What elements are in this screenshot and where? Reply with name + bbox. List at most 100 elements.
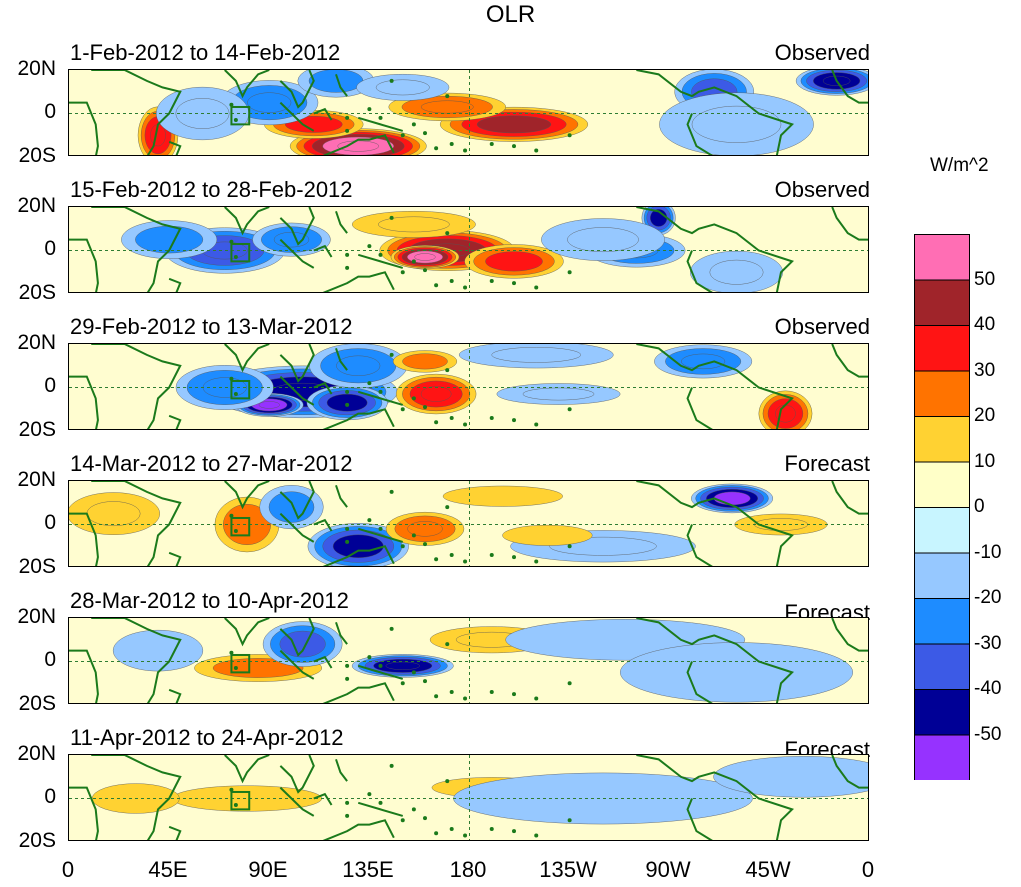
coastline (69, 101, 99, 155)
island-dot (534, 696, 539, 701)
island-dot (449, 415, 454, 420)
island-dot (233, 666, 238, 671)
coastline (224, 70, 270, 99)
island-dot (345, 265, 350, 270)
olr-anomaly-contour (420, 386, 452, 402)
x-tick-label: 90E (248, 857, 288, 882)
colorbar-swatch (914, 416, 970, 463)
coastline (335, 348, 348, 371)
colorbar (914, 234, 970, 781)
coastline (322, 134, 395, 155)
island-dot (229, 787, 234, 792)
panel-period-title: 1-Feb-2012 to 14-Feb-2012 (70, 40, 341, 65)
olr-anomaly-contour (336, 355, 381, 376)
region-box (230, 516, 251, 537)
coastline (322, 545, 395, 566)
coastline (831, 481, 868, 515)
island-dot (449, 141, 454, 146)
colorbar-level-label: -30 (974, 632, 1002, 654)
coastline (313, 381, 333, 395)
island-dot (367, 792, 372, 797)
colorbar-swatch (914, 507, 970, 554)
coastline (168, 551, 182, 566)
colorbar-level-label: 20 (974, 405, 996, 426)
coastline (224, 344, 270, 373)
island-dot (345, 663, 350, 668)
coastline (357, 253, 404, 269)
colorbar-swatch (914, 643, 970, 690)
island-dot (423, 131, 427, 136)
island-dot (378, 663, 383, 668)
x-tick-label: 45E (148, 857, 188, 882)
coastline (831, 70, 868, 104)
coastline (224, 618, 270, 647)
y-tick-label: 20N (17, 331, 56, 354)
coastline (69, 649, 99, 703)
coastline (636, 618, 795, 703)
coastline (335, 622, 348, 645)
coastline (313, 792, 333, 806)
region-box (230, 379, 251, 400)
coastline (279, 238, 315, 269)
coastline (279, 649, 315, 680)
olr-anomaly-contour (326, 393, 368, 412)
island-dot (567, 681, 572, 686)
island-dot (463, 696, 468, 701)
coastline (224, 207, 270, 236)
y-tick-label: 20S (18, 555, 56, 578)
island-dot (345, 252, 350, 257)
y-tick-label: 0 (44, 374, 56, 397)
coastline (279, 207, 315, 246)
colorbar-level-label: 40 (974, 314, 996, 335)
olr-map-svg (69, 344, 868, 429)
coastline (279, 512, 315, 543)
y-tick-label: 0 (44, 511, 56, 534)
island-dot (233, 803, 238, 808)
olr-map-svg (69, 207, 868, 292)
island-dot (423, 405, 427, 410)
colorbar-level-label: -10 (974, 541, 1002, 563)
coastline (279, 481, 315, 520)
panel-type-label: Observed (774, 40, 870, 65)
coastline (335, 211, 348, 234)
coastline (357, 116, 404, 132)
island-dot (345, 115, 350, 120)
island-dot (534, 833, 539, 838)
olr-anomaly-contour (691, 105, 782, 143)
y-tick-label: 20N (17, 194, 56, 217)
colorbar-level-label: 10 (974, 450, 996, 472)
olr-anomaly-contour (402, 353, 448, 370)
colorbar-units: W/m^2 (930, 155, 989, 176)
island-dot (423, 816, 427, 821)
island-dot (449, 552, 454, 557)
panel-period-title: 14-Mar-2012 to 27-Mar-2012 (70, 451, 353, 476)
island-dot (378, 115, 383, 120)
x-tick-label: 45W (745, 857, 791, 882)
region-box (230, 105, 251, 126)
island-dot (463, 285, 468, 290)
coastline (322, 682, 395, 703)
y-tick-label: 20S (18, 692, 56, 715)
x-tick-label: 90W (645, 857, 691, 882)
island-dot (378, 800, 383, 805)
island-dot (423, 268, 427, 273)
island-dot (229, 376, 234, 381)
island-dot (445, 642, 450, 647)
olr-map-panel (68, 480, 869, 567)
coastline (686, 798, 713, 840)
olr-map-panel (68, 754, 869, 841)
island-dot (489, 689, 494, 694)
olr-map-panel (68, 69, 869, 156)
olr-map-svg (69, 481, 868, 566)
colorbar-level-label: -20 (974, 587, 1002, 608)
coastline (91, 207, 182, 292)
island-dot (345, 676, 350, 681)
island-dot (367, 107, 372, 112)
island-dot (434, 694, 439, 699)
island-dot (229, 239, 234, 244)
island-dot (512, 281, 516, 286)
olr-anomaly-contour (713, 756, 868, 798)
coastline (686, 524, 713, 566)
y-tick-label: 20S (18, 144, 56, 167)
island-dot (489, 826, 494, 831)
